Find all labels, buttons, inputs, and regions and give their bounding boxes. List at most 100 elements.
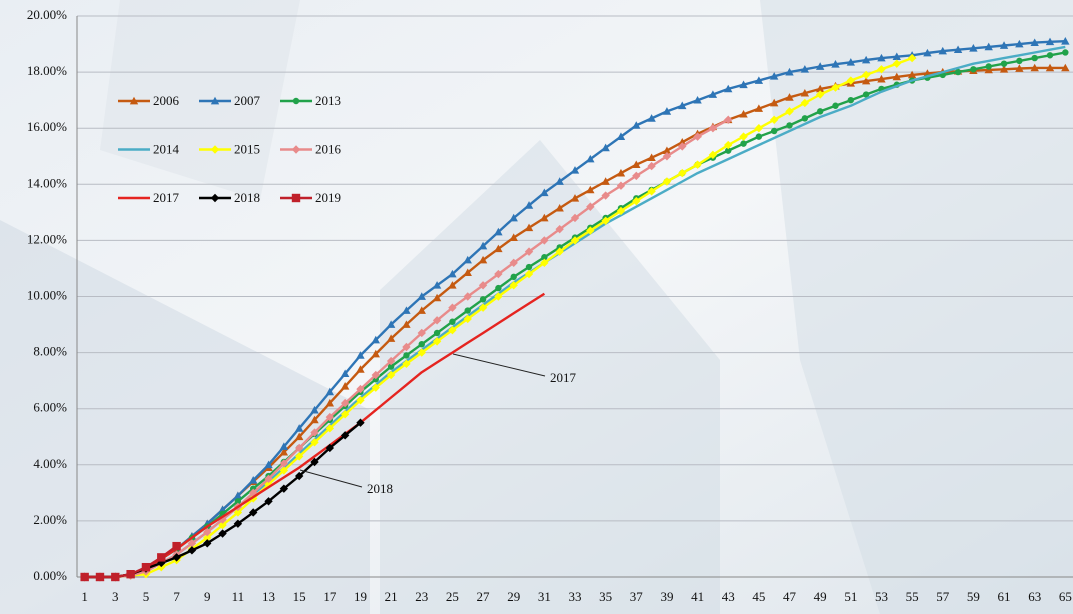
legend-item: 2007 (199, 93, 261, 108)
marker (356, 418, 365, 427)
marker (1000, 60, 1008, 67)
marker (785, 93, 794, 101)
background-shape (0, 220, 370, 614)
annotation: 2017 (550, 370, 577, 385)
marker (662, 107, 672, 115)
marker (449, 318, 456, 325)
marker (463, 314, 472, 324)
marker (786, 122, 793, 129)
marker (525, 263, 533, 271)
legend-item: 2014 (118, 141, 180, 156)
legend-label: 2015 (234, 141, 260, 156)
marker (417, 306, 426, 314)
marker (724, 115, 733, 124)
x-tick-label: 31 (538, 589, 551, 604)
marker (157, 553, 166, 562)
y-tick-label: 0.00% (33, 568, 67, 583)
marker (601, 143, 610, 152)
marker (203, 527, 212, 537)
marker (861, 55, 871, 64)
marker (647, 114, 656, 122)
x-tick-label: 53 (875, 589, 888, 604)
marker (586, 226, 595, 235)
marker (448, 303, 457, 312)
marker (739, 109, 748, 118)
marker (1045, 37, 1055, 46)
marker (141, 562, 151, 572)
marker (755, 133, 763, 140)
annotations: 2017 2018 (299, 353, 577, 496)
legend-label: 2016 (315, 141, 342, 156)
x-tick-label: 57 (936, 589, 950, 604)
marker (770, 115, 779, 124)
marker (249, 476, 258, 484)
series (80, 541, 181, 582)
marker (310, 428, 319, 437)
marker (294, 432, 304, 441)
marker (724, 84, 733, 93)
marker (95, 572, 105, 582)
legend-item: 2019 (280, 190, 341, 205)
marker (953, 45, 963, 54)
x-tick-label: 29 (507, 589, 520, 604)
marker (770, 98, 779, 107)
marker (815, 62, 825, 70)
legend-label: 2014 (153, 141, 180, 156)
marker (264, 460, 273, 469)
marker (509, 281, 518, 290)
marker (647, 161, 656, 171)
marker (938, 46, 947, 55)
grid-layer: 0.00% 2.00% 4.00% 6.00% 8.00% 10.00% 12.00% 14.… (27, 7, 1073, 604)
marker (264, 497, 273, 506)
marker (417, 292, 426, 300)
marker (356, 396, 365, 405)
marker (294, 443, 304, 453)
marker (386, 334, 396, 342)
x-tick-label: 47 (783, 589, 797, 604)
marker (1031, 54, 1038, 62)
x-tick-label: 1 (81, 589, 88, 604)
marker (310, 438, 319, 447)
marker (386, 370, 396, 380)
marker (80, 572, 89, 582)
marker (847, 96, 855, 104)
marker (970, 66, 977, 73)
x-tick-label: 41 (691, 589, 704, 604)
marker (172, 541, 181, 551)
annotation-leader (452, 353, 546, 377)
marker (371, 349, 380, 358)
marker (432, 281, 442, 289)
marker (210, 96, 220, 105)
marker (310, 457, 319, 467)
x-tick-label: 15 (293, 589, 306, 604)
marker (310, 415, 319, 424)
marker (524, 223, 534, 232)
marker (662, 152, 672, 161)
x-tick-label: 61 (998, 589, 1011, 604)
marker (509, 213, 518, 222)
marker (693, 160, 702, 169)
marker (1061, 63, 1070, 72)
marker (985, 63, 992, 70)
marker (478, 255, 488, 264)
marker (340, 369, 350, 377)
marker (279, 459, 289, 468)
y-tick-label: 2.00% (33, 512, 67, 527)
marker (432, 316, 442, 325)
marker (632, 160, 641, 169)
marker (541, 254, 548, 261)
marker (740, 140, 747, 147)
marker (386, 356, 396, 366)
marker (892, 72, 901, 81)
marker (218, 515, 227, 524)
marker (708, 150, 718, 160)
marker (524, 247, 534, 256)
marker (111, 572, 120, 582)
marker (218, 520, 227, 530)
marker (325, 424, 335, 433)
x-tick-label: 21 (385, 589, 398, 604)
x-tick-label: 49 (814, 589, 827, 604)
marker (739, 132, 748, 141)
marker (264, 474, 273, 484)
marker (678, 101, 687, 110)
